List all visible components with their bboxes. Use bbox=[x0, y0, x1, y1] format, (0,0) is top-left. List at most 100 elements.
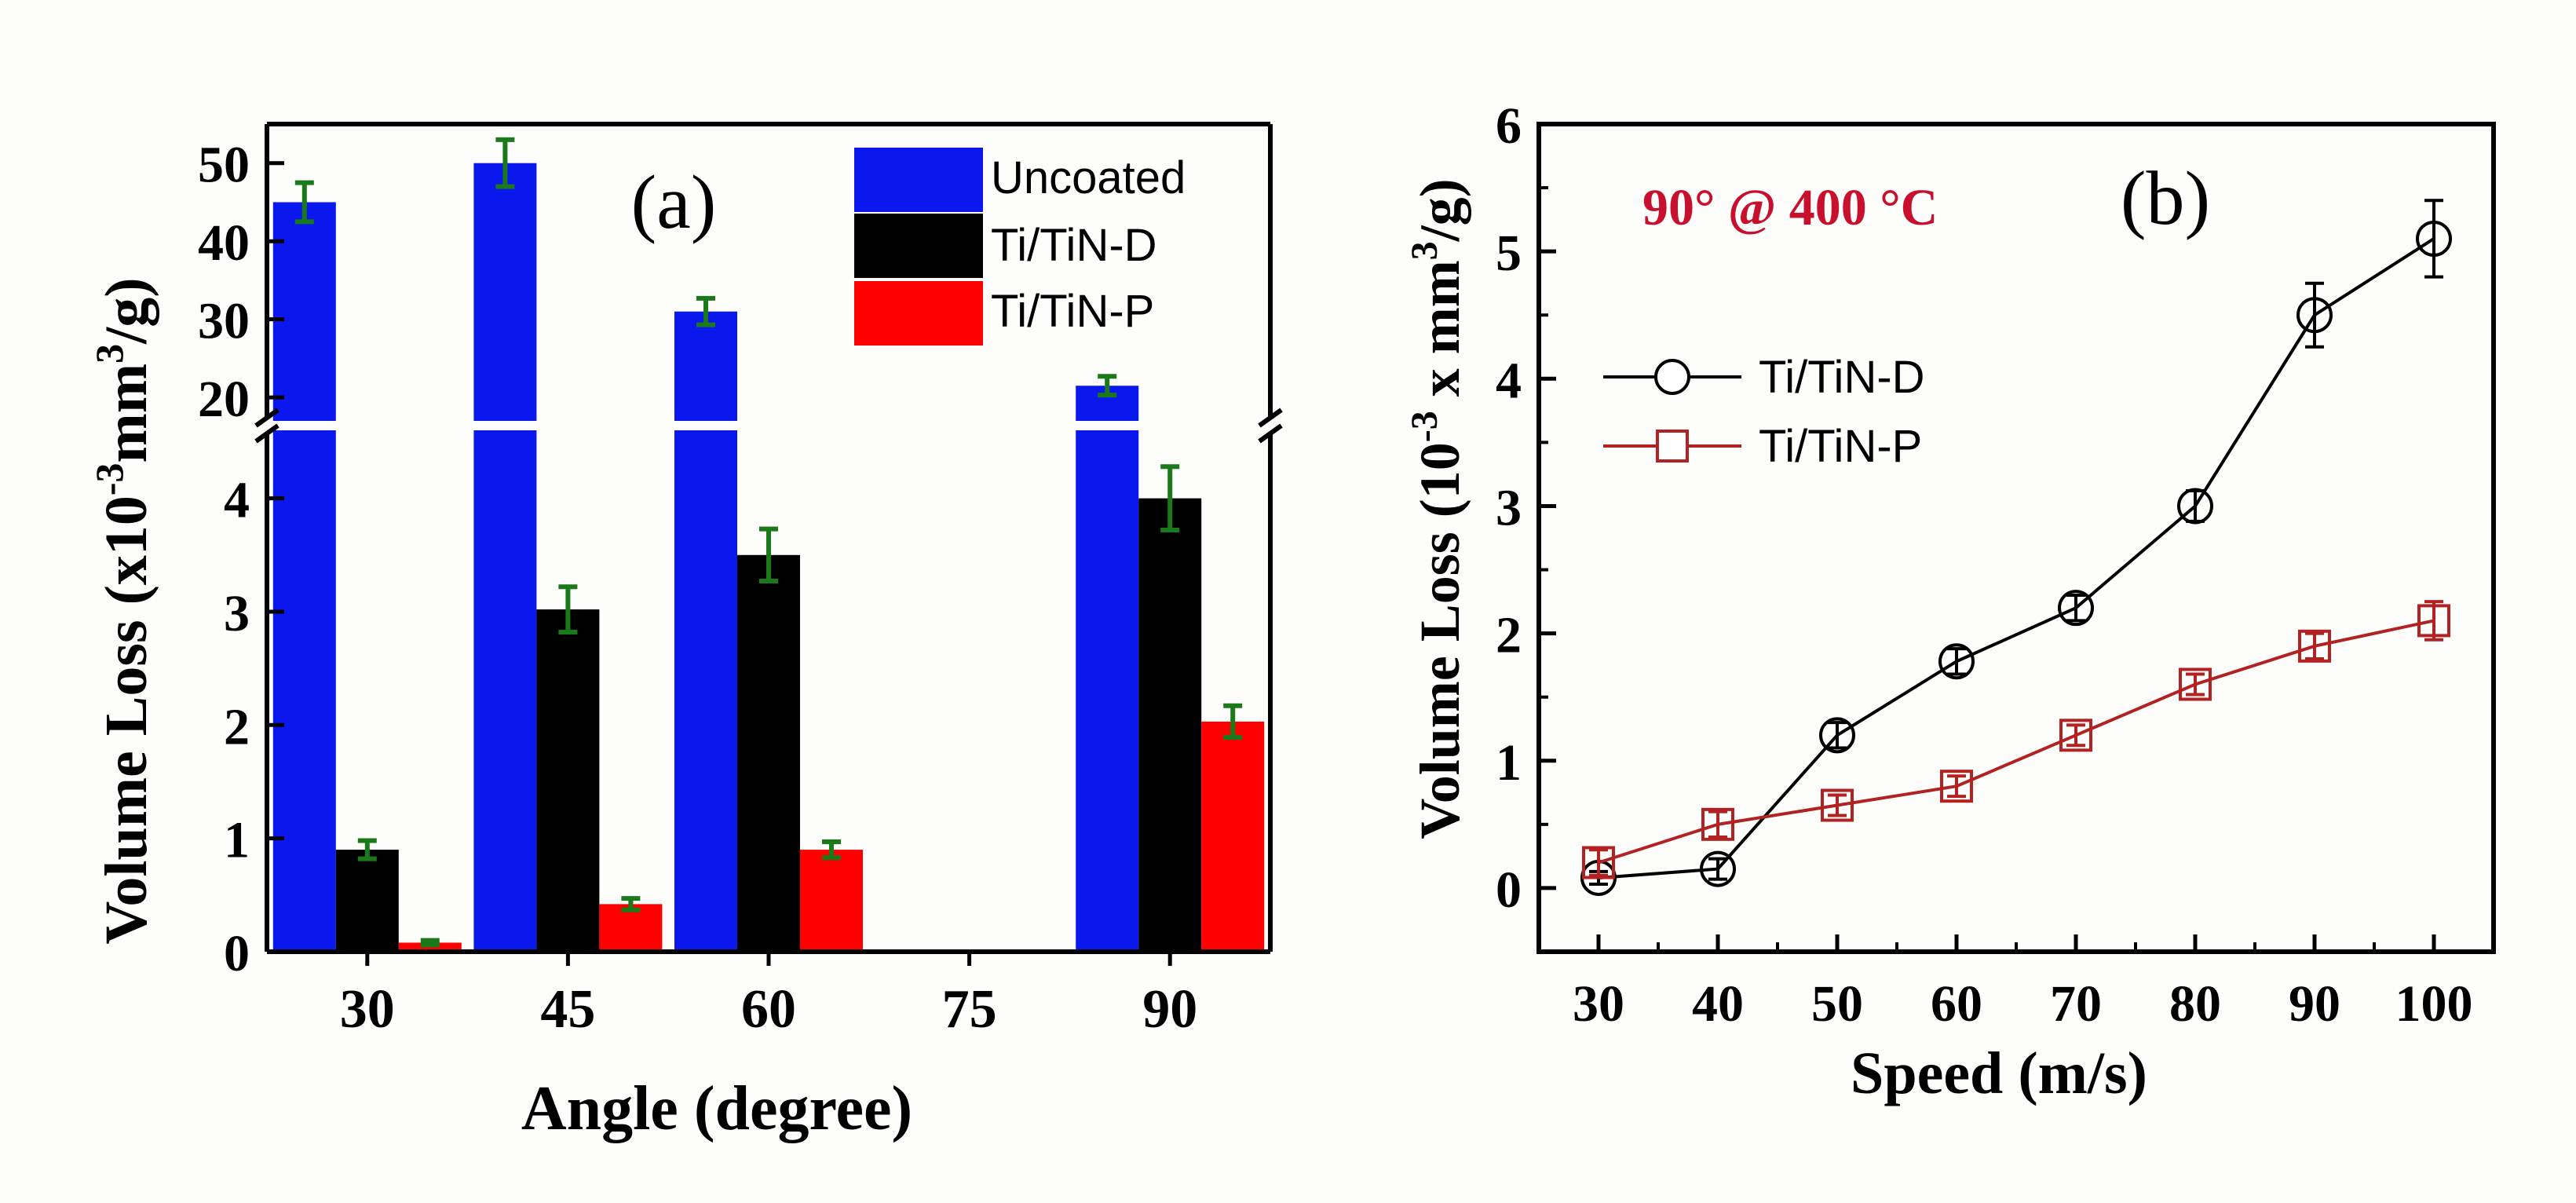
point-ti-tin-d-60 bbox=[1938, 643, 1975, 680]
error-bar-ti-tin-p-100 bbox=[2424, 600, 2443, 642]
b-xtick-label-50: 50 bbox=[1811, 975, 1863, 1033]
bar-ti-tin-d-60 bbox=[737, 554, 800, 952]
error-bar-ti-tin-p-70 bbox=[2066, 723, 2085, 748]
point-ti-tin-p-100 bbox=[2417, 604, 2450, 638]
bar-uncoated-30 bbox=[272, 202, 336, 952]
error-bar-uncoated-45 bbox=[495, 137, 515, 189]
error-bar-ti-tin-p-90 bbox=[2305, 631, 2324, 661]
a-break-mark-right-2 bbox=[1258, 423, 1283, 444]
panel-a-y-axis-label: Volume Loss (x10-3mm3/g) bbox=[87, 277, 159, 944]
legend-label-ti-tin-p: Ti/TiN-P bbox=[991, 286, 1154, 337]
error-bar-ti-tin-d-40 bbox=[1708, 857, 1727, 881]
panel-b-annotation: 90° @ 400 °C bbox=[1642, 179, 1938, 236]
error-bar-ti-tin-d-60 bbox=[759, 526, 778, 583]
a-ytick-label-30: 30 bbox=[198, 293, 250, 350]
point-ti-tin-d-90 bbox=[2296, 297, 2333, 334]
panel-b-y-ticks: 0 1 2 3 4 5 6 bbox=[1496, 97, 1556, 919]
legend-marker-ti-tin-p bbox=[1656, 430, 1689, 463]
point-ti-tin-p-80 bbox=[2179, 667, 2212, 701]
error-bar-uncoated-60 bbox=[696, 295, 715, 327]
bar-uncoated-90 bbox=[1076, 386, 1139, 953]
b-xtick-label-40: 40 bbox=[1692, 975, 1744, 1033]
error-bar-ti-tin-p-60 bbox=[1947, 774, 1966, 799]
legend-swatch-ti-tin-p bbox=[854, 281, 983, 346]
error-bar-ti-tin-p-60 bbox=[822, 839, 841, 861]
b-xtick-label-80: 80 bbox=[2169, 975, 2221, 1033]
panel-b-y-axis-label: Volume Loss (10-3 x mm3/g) bbox=[1404, 178, 1471, 839]
panel-a-x-ticks: 30 45 60 75 90 bbox=[340, 952, 1197, 1040]
series-ti-tin-d bbox=[1580, 199, 2452, 896]
b-xtick-label-90: 90 bbox=[2289, 975, 2340, 1033]
a-ytick-label-3: 3 bbox=[224, 585, 250, 642]
error-bar-ti-tin-p-45 bbox=[621, 896, 641, 912]
legend-swatch-uncoated bbox=[854, 148, 983, 212]
bar-ti-tin-p-60 bbox=[800, 850, 863, 952]
b-xtick-label-70: 70 bbox=[2050, 975, 2102, 1033]
line-ti-tin-p bbox=[1598, 619, 2435, 865]
bar-break-uncoated-30 bbox=[272, 421, 337, 430]
a-ytick-label-0: 0 bbox=[224, 925, 250, 982]
b-ytick-label-2: 2 bbox=[1496, 607, 1522, 664]
a-break-mark-right-1 bbox=[1258, 408, 1283, 428]
panel-b: 0 1 2 3 4 5 6 30 40 50 60 70 80 90 100 (b) 90° @ 400 … bbox=[1404, 97, 2496, 1106]
error-bar-ti-tin-d-90 bbox=[1160, 464, 1180, 533]
b-ytick-label-1: 1 bbox=[1496, 734, 1522, 792]
bar-ti-tin-d-45 bbox=[536, 609, 600, 952]
a-xtick-label-45: 45 bbox=[540, 979, 595, 1040]
bar-break-uncoated-45 bbox=[473, 421, 538, 430]
b-plot-frame bbox=[1536, 122, 2496, 954]
legend-label-ti-tin-d: Ti/TiN-D bbox=[991, 220, 1157, 271]
panel-b-series bbox=[1580, 199, 2452, 896]
panel-b-axes bbox=[1536, 122, 2496, 954]
point-ti-tin-p-40 bbox=[1701, 807, 1734, 841]
a-ytick-label-50: 50 bbox=[198, 137, 250, 194]
error-bar-ti-tin-p-80 bbox=[2186, 672, 2205, 697]
bar-ti-tin-p-90 bbox=[1201, 721, 1265, 952]
error-bar-ti-tin-p-90 bbox=[1223, 703, 1243, 740]
b-xtick-label-100: 100 bbox=[2395, 975, 2473, 1033]
error-bar-ti-tin-d-60 bbox=[1947, 647, 1966, 676]
point-ti-tin-d-40 bbox=[1700, 850, 1736, 887]
legend-marker-ti-tin-d bbox=[1654, 359, 1690, 395]
bar-break-uncoated-90 bbox=[1075, 421, 1140, 430]
panel-b-legend: Ti/TiN-D Ti/TiN-P bbox=[1603, 352, 1925, 472]
a-xtick-label-90: 90 bbox=[1142, 979, 1197, 1040]
legend-label-ti-tin-d-b: Ti/TiN-D bbox=[1759, 352, 1925, 403]
error-bar-ti-tin-p-30 bbox=[420, 938, 440, 948]
series-ti-tin-p bbox=[1582, 600, 2450, 879]
b-xtick-label-30: 30 bbox=[1573, 975, 1624, 1033]
error-bar-ti-tin-d-45 bbox=[558, 584, 578, 634]
error-bar-ti-tin-d-70 bbox=[2066, 593, 2085, 623]
error-bar-ti-tin-d-30 bbox=[357, 838, 377, 861]
bar-ti-tin-d-30 bbox=[335, 850, 399, 952]
panel-a-legend: Uncoated Ti/TiN-D Ti/TiN-P bbox=[854, 148, 1186, 346]
b-ytick-label-5: 5 bbox=[1496, 225, 1522, 282]
point-ti-tin-p-60 bbox=[1940, 770, 1973, 803]
b-ytick-label-4: 4 bbox=[1496, 352, 1522, 409]
legend-label-uncoated: Uncoated bbox=[991, 152, 1186, 203]
a-ytick-label-20: 20 bbox=[198, 371, 250, 428]
b-ytick-label-0: 0 bbox=[1496, 861, 1522, 919]
point-ti-tin-d-100 bbox=[2416, 220, 2452, 257]
error-bar-ti-tin-d-100 bbox=[2424, 199, 2443, 279]
error-bar-ti-tin-p-30 bbox=[1589, 848, 1608, 877]
point-ti-tin-d-70 bbox=[2058, 590, 2094, 627]
panel-a-y-ticks: 0 1 2 3 4 20 30 40 50 bbox=[198, 137, 284, 982]
a-ytick-label-40: 40 bbox=[198, 214, 250, 272]
panel-a: 0 1 2 3 4 20 30 40 50 30 45 60 75 90 (a) Uncoated Ti… bbox=[87, 122, 1283, 1143]
panel-b-label: (b) bbox=[2121, 156, 2210, 241]
a-break-mark-left-2 bbox=[254, 423, 280, 444]
b-ytick-label-3: 3 bbox=[1496, 479, 1522, 536]
b-ytick-label-6: 6 bbox=[1496, 97, 1522, 155]
a-break-mark-left-1 bbox=[254, 408, 280, 428]
a-xtick-label-30: 30 bbox=[340, 979, 395, 1040]
panel-a-error-bars bbox=[294, 137, 1243, 948]
error-bar-ti-tin-d-50 bbox=[1828, 721, 1847, 750]
a-xtick-label-75: 75 bbox=[942, 979, 997, 1040]
panel-b-x-axis-label: Speed (m/s) bbox=[1851, 1040, 2147, 1106]
error-bar-ti-tin-p-40 bbox=[1708, 810, 1727, 839]
legend-swatch-ti-tin-d bbox=[854, 214, 983, 278]
panel-a-bars bbox=[272, 163, 1265, 953]
a-ytick-label-2: 2 bbox=[224, 698, 250, 755]
